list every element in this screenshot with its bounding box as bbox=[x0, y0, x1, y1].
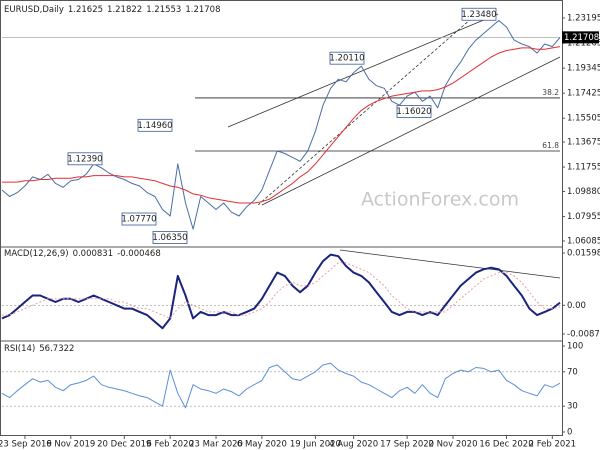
channel-line bbox=[261, 56, 561, 206]
y-tick-label: 1.11755 bbox=[567, 163, 600, 173]
y-tick-label: 30 bbox=[567, 402, 578, 412]
pane-header: EURUSD,Daily 1.21625 1.21822 1.21553 1.21708 bbox=[4, 5, 221, 15]
y-tick-label: 0 bbox=[567, 428, 572, 438]
y-tick-label: 0.015983 bbox=[567, 249, 600, 259]
x-tick-label: 20 Dec 2019 bbox=[97, 440, 151, 450]
price-annotation-box bbox=[396, 105, 432, 118]
price-annotation-label: 1.06350 bbox=[152, 233, 187, 243]
y-tick-label: 1.19345 bbox=[567, 64, 600, 74]
y-tick-label: 1.06085 bbox=[567, 236, 600, 246]
header-value: 1.21708 bbox=[185, 5, 220, 15]
price-annotation-box bbox=[461, 7, 497, 21]
pane-title: RSI(14) bbox=[4, 344, 35, 354]
pane-header: MACD(12,26,9) 0.000831 -0.000468 bbox=[4, 249, 161, 259]
y-tick-label: 1.23195 bbox=[567, 13, 600, 23]
x-tick-label: 23 Mar 2020 bbox=[189, 440, 243, 450]
x-tick-label: 23 Sep 2019 bbox=[0, 440, 52, 450]
frame bbox=[0, 0, 563, 436]
price-annotation-box bbox=[152, 231, 188, 244]
price-annotation-label: 1.14960 bbox=[137, 121, 172, 131]
x-tick-label: 17 Sep 2020 bbox=[380, 440, 434, 450]
header-value: 56.7322 bbox=[39, 344, 74, 354]
header-value: 1.21625 bbox=[68, 5, 103, 15]
last-price-box bbox=[562, 31, 599, 44]
series-line bbox=[2, 46, 561, 204]
price-annotation-label: 1.12390 bbox=[67, 154, 102, 164]
y-tick-label: 0.00 bbox=[567, 301, 586, 311]
price-annotation-label: 1.23480 bbox=[461, 10, 496, 20]
x-tick-label: 6 Feb 2020 bbox=[146, 440, 194, 450]
y-tick-label: 1.09880 bbox=[567, 187, 600, 197]
header-value: 0.000831 bbox=[73, 249, 114, 259]
x-tick-label: 2 Nov 2020 bbox=[428, 440, 477, 450]
series-line bbox=[2, 262, 561, 319]
price-annotation-box bbox=[121, 212, 157, 226]
macd-trend-line bbox=[339, 249, 561, 279]
fib-label: 61.8 bbox=[542, 141, 559, 150]
channel-line bbox=[227, 13, 499, 128]
watermark: ActionForex.com bbox=[361, 189, 519, 211]
trend-line bbox=[257, 17, 473, 206]
price-annotation-box bbox=[67, 152, 103, 166]
series-line bbox=[1, 362, 561, 409]
header-value: 1.21553 bbox=[146, 5, 181, 15]
price-annotation-label: 1.20110 bbox=[329, 54, 364, 64]
header-value: 1.21822 bbox=[107, 5, 142, 15]
y-tick-label: -0.008762 bbox=[567, 330, 600, 340]
pane-header: RSI(14) 56.7322 bbox=[4, 344, 74, 354]
y-tick-label: 70 bbox=[567, 367, 578, 377]
x-tick-label: 6 Nov 2019 bbox=[46, 440, 95, 450]
x-tick-label: 19 Jun 2020 bbox=[290, 440, 341, 450]
series-line bbox=[1, 253, 561, 330]
fib-label: 38.2 bbox=[542, 88, 559, 97]
header-value: -0.000468 bbox=[117, 249, 161, 259]
price-annotation-box bbox=[329, 51, 365, 65]
price-annotation-label: 1.07770 bbox=[121, 215, 156, 225]
y-tick-label: 100 bbox=[567, 342, 583, 352]
last-price-label: 1.21708 bbox=[564, 33, 599, 43]
y-tick-label: 1.17425 bbox=[567, 89, 600, 99]
pane-title: MACD(12,26,9) bbox=[4, 249, 69, 259]
y-tick-label: 1.21265 bbox=[567, 39, 600, 49]
x-tick-label: 6 May 2020 bbox=[237, 440, 287, 450]
y-tick-label: 1.07955 bbox=[567, 212, 600, 222]
x-tick-label: 2 Feb 2021 bbox=[529, 440, 577, 450]
y-tick-label: 1.15505 bbox=[567, 114, 600, 124]
price-annotation-box bbox=[137, 118, 173, 132]
pane-title: EURUSD,Daily bbox=[4, 5, 64, 15]
y-tick-label: 1.13675 bbox=[567, 138, 600, 148]
x-tick-label: 16 Dec 2020 bbox=[479, 440, 533, 450]
price-annotation-label: 1.16020 bbox=[396, 107, 431, 117]
x-tick-label: 4 Aug 2020 bbox=[329, 440, 378, 450]
